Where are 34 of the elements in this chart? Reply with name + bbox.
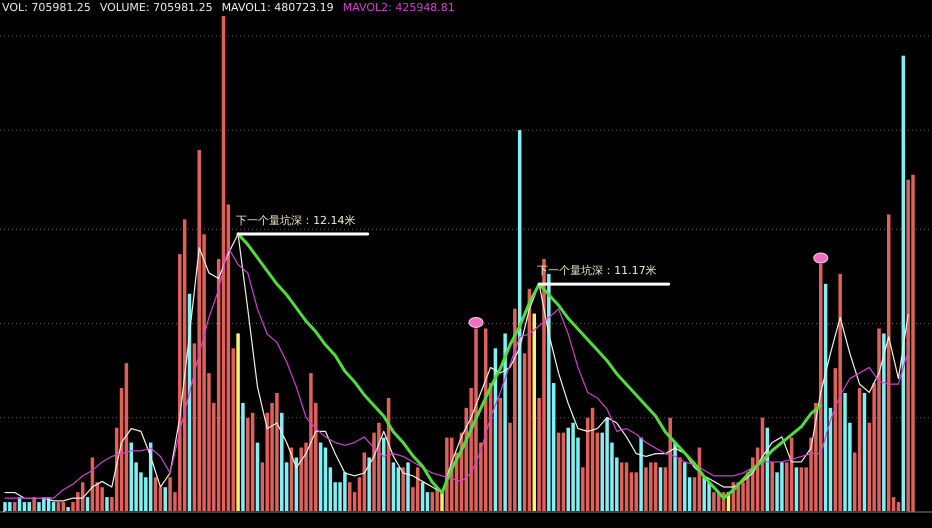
bar — [862, 392, 866, 512]
bar — [241, 402, 245, 512]
bar — [382, 438, 386, 512]
bar — [494, 348, 498, 512]
bar — [673, 442, 677, 512]
bar — [658, 467, 662, 512]
bar — [498, 398, 502, 512]
bar — [12, 502, 16, 512]
bar — [236, 333, 240, 512]
bar — [290, 448, 294, 512]
text: MAVOL1: 480723.19 — [222, 1, 334, 14]
bar — [882, 333, 886, 512]
bar — [678, 457, 682, 512]
text: VOLUME: 705981.25 — [100, 1, 213, 14]
bar — [639, 438, 643, 512]
annotation: 下一个量坑深：12.14米 — [236, 214, 356, 227]
bar — [770, 462, 774, 512]
bar — [105, 497, 109, 512]
bar — [294, 457, 298, 512]
bar — [386, 398, 390, 512]
bar — [503, 333, 507, 512]
bar — [794, 467, 798, 512]
bar — [406, 462, 410, 512]
bar — [188, 294, 192, 512]
text: VOL: 705981.25 — [2, 1, 91, 14]
bar — [518, 130, 522, 512]
text: MAVOL2: 425948.81 — [342, 1, 455, 14]
bar — [532, 314, 536, 512]
bar — [902, 56, 906, 512]
bar — [86, 497, 90, 512]
bar — [256, 442, 260, 512]
bar — [163, 487, 167, 512]
bar — [401, 467, 405, 512]
bar — [367, 457, 371, 512]
